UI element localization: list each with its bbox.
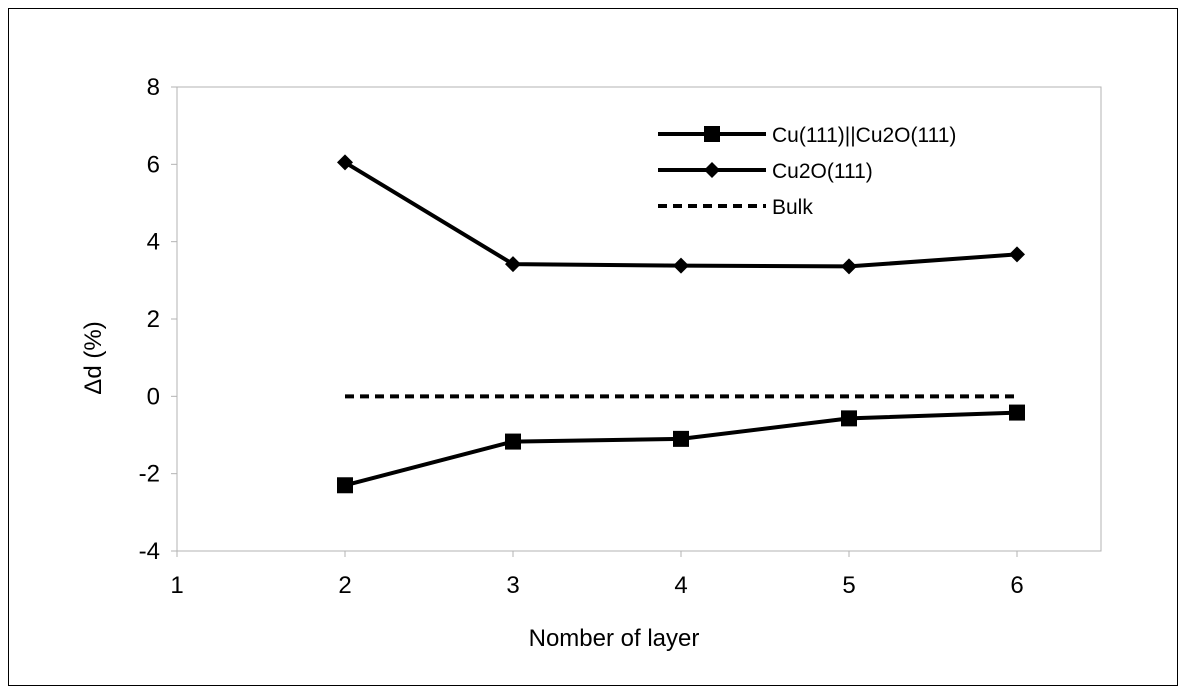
y-axis: -4 -2 0 2 4 6 8 bbox=[139, 74, 177, 565]
y-axis-label: Δd (%) bbox=[80, 321, 107, 394]
data-point bbox=[841, 410, 857, 427]
legend-label: Cu(111)||Cu2O(111) bbox=[772, 124, 956, 147]
legend-swatch-marker bbox=[704, 126, 720, 142]
x-axis: 1 2 3 4 5 6 bbox=[170, 551, 1024, 599]
y-tick-label: 6 bbox=[147, 151, 160, 178]
legend-swatch-marker bbox=[704, 162, 720, 178]
data-point bbox=[673, 257, 689, 274]
legend-label: Cu2O(111) bbox=[772, 160, 873, 183]
y-tick-label: -4 bbox=[139, 538, 160, 565]
legend: Cu(111)||Cu2O(111) Cu2O(111) Bulk bbox=[658, 124, 956, 219]
y-tick-label: 4 bbox=[147, 229, 160, 256]
x-tick-label: 6 bbox=[1010, 572, 1023, 599]
series-line bbox=[343, 160, 1018, 269]
series-line bbox=[344, 410, 1018, 488]
series-layer bbox=[337, 154, 1025, 494]
x-tick-label: 1 bbox=[170, 572, 183, 599]
data-point bbox=[505, 433, 521, 450]
data-point bbox=[673, 430, 689, 447]
x-axis-label: Nomber of layer bbox=[529, 625, 700, 652]
series-0 bbox=[337, 404, 1025, 494]
plot-border bbox=[176, 86, 1102, 552]
data-point bbox=[337, 154, 353, 171]
y-tick-label: -2 bbox=[139, 461, 160, 488]
y-tick-label: 8 bbox=[147, 74, 160, 101]
x-tick-label: 5 bbox=[842, 572, 855, 599]
data-point bbox=[1009, 246, 1025, 263]
data-point bbox=[505, 256, 521, 273]
series-1 bbox=[337, 154, 1025, 275]
data-point bbox=[841, 258, 857, 275]
data-point bbox=[337, 477, 353, 494]
chart-frame bbox=[8, 8, 1178, 686]
x-tick-label: 4 bbox=[674, 572, 687, 599]
data-point bbox=[1009, 404, 1025, 421]
plot-area bbox=[176, 86, 1102, 552]
x-tick-label: 3 bbox=[506, 572, 519, 599]
legend-label: Bulk bbox=[772, 196, 813, 219]
y-tick-label: 0 bbox=[147, 383, 160, 410]
y-tick-label: 2 bbox=[147, 306, 160, 333]
x-tick-label: 2 bbox=[338, 572, 351, 599]
